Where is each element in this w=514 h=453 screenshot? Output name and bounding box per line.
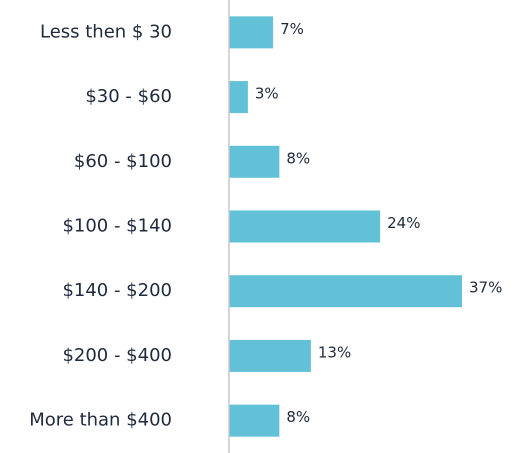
value-label: 7%	[280, 20, 304, 38]
category-label: $140 - $200	[62, 280, 172, 301]
category-label: $30 - $60	[85, 86, 172, 107]
value-label: 8%	[286, 149, 310, 167]
bar	[229, 404, 280, 437]
bar	[229, 81, 248, 114]
value-label: 13%	[318, 343, 351, 361]
bar	[229, 275, 462, 308]
category-label: More than $400	[29, 410, 172, 431]
category-label: $100 - $140	[62, 216, 172, 237]
value-label: 24%	[387, 214, 420, 232]
value-label: 3%	[255, 85, 279, 103]
category-label: $60 - $100	[74, 151, 172, 172]
category-label: $200 - $400	[62, 345, 172, 366]
value-label: 8%	[286, 408, 310, 426]
bar	[229, 339, 311, 372]
bar	[229, 145, 280, 178]
bar	[229, 210, 381, 243]
value-label: 37%	[469, 279, 502, 297]
bar	[229, 16, 274, 49]
category-label: Less then $ 30	[40, 21, 172, 42]
